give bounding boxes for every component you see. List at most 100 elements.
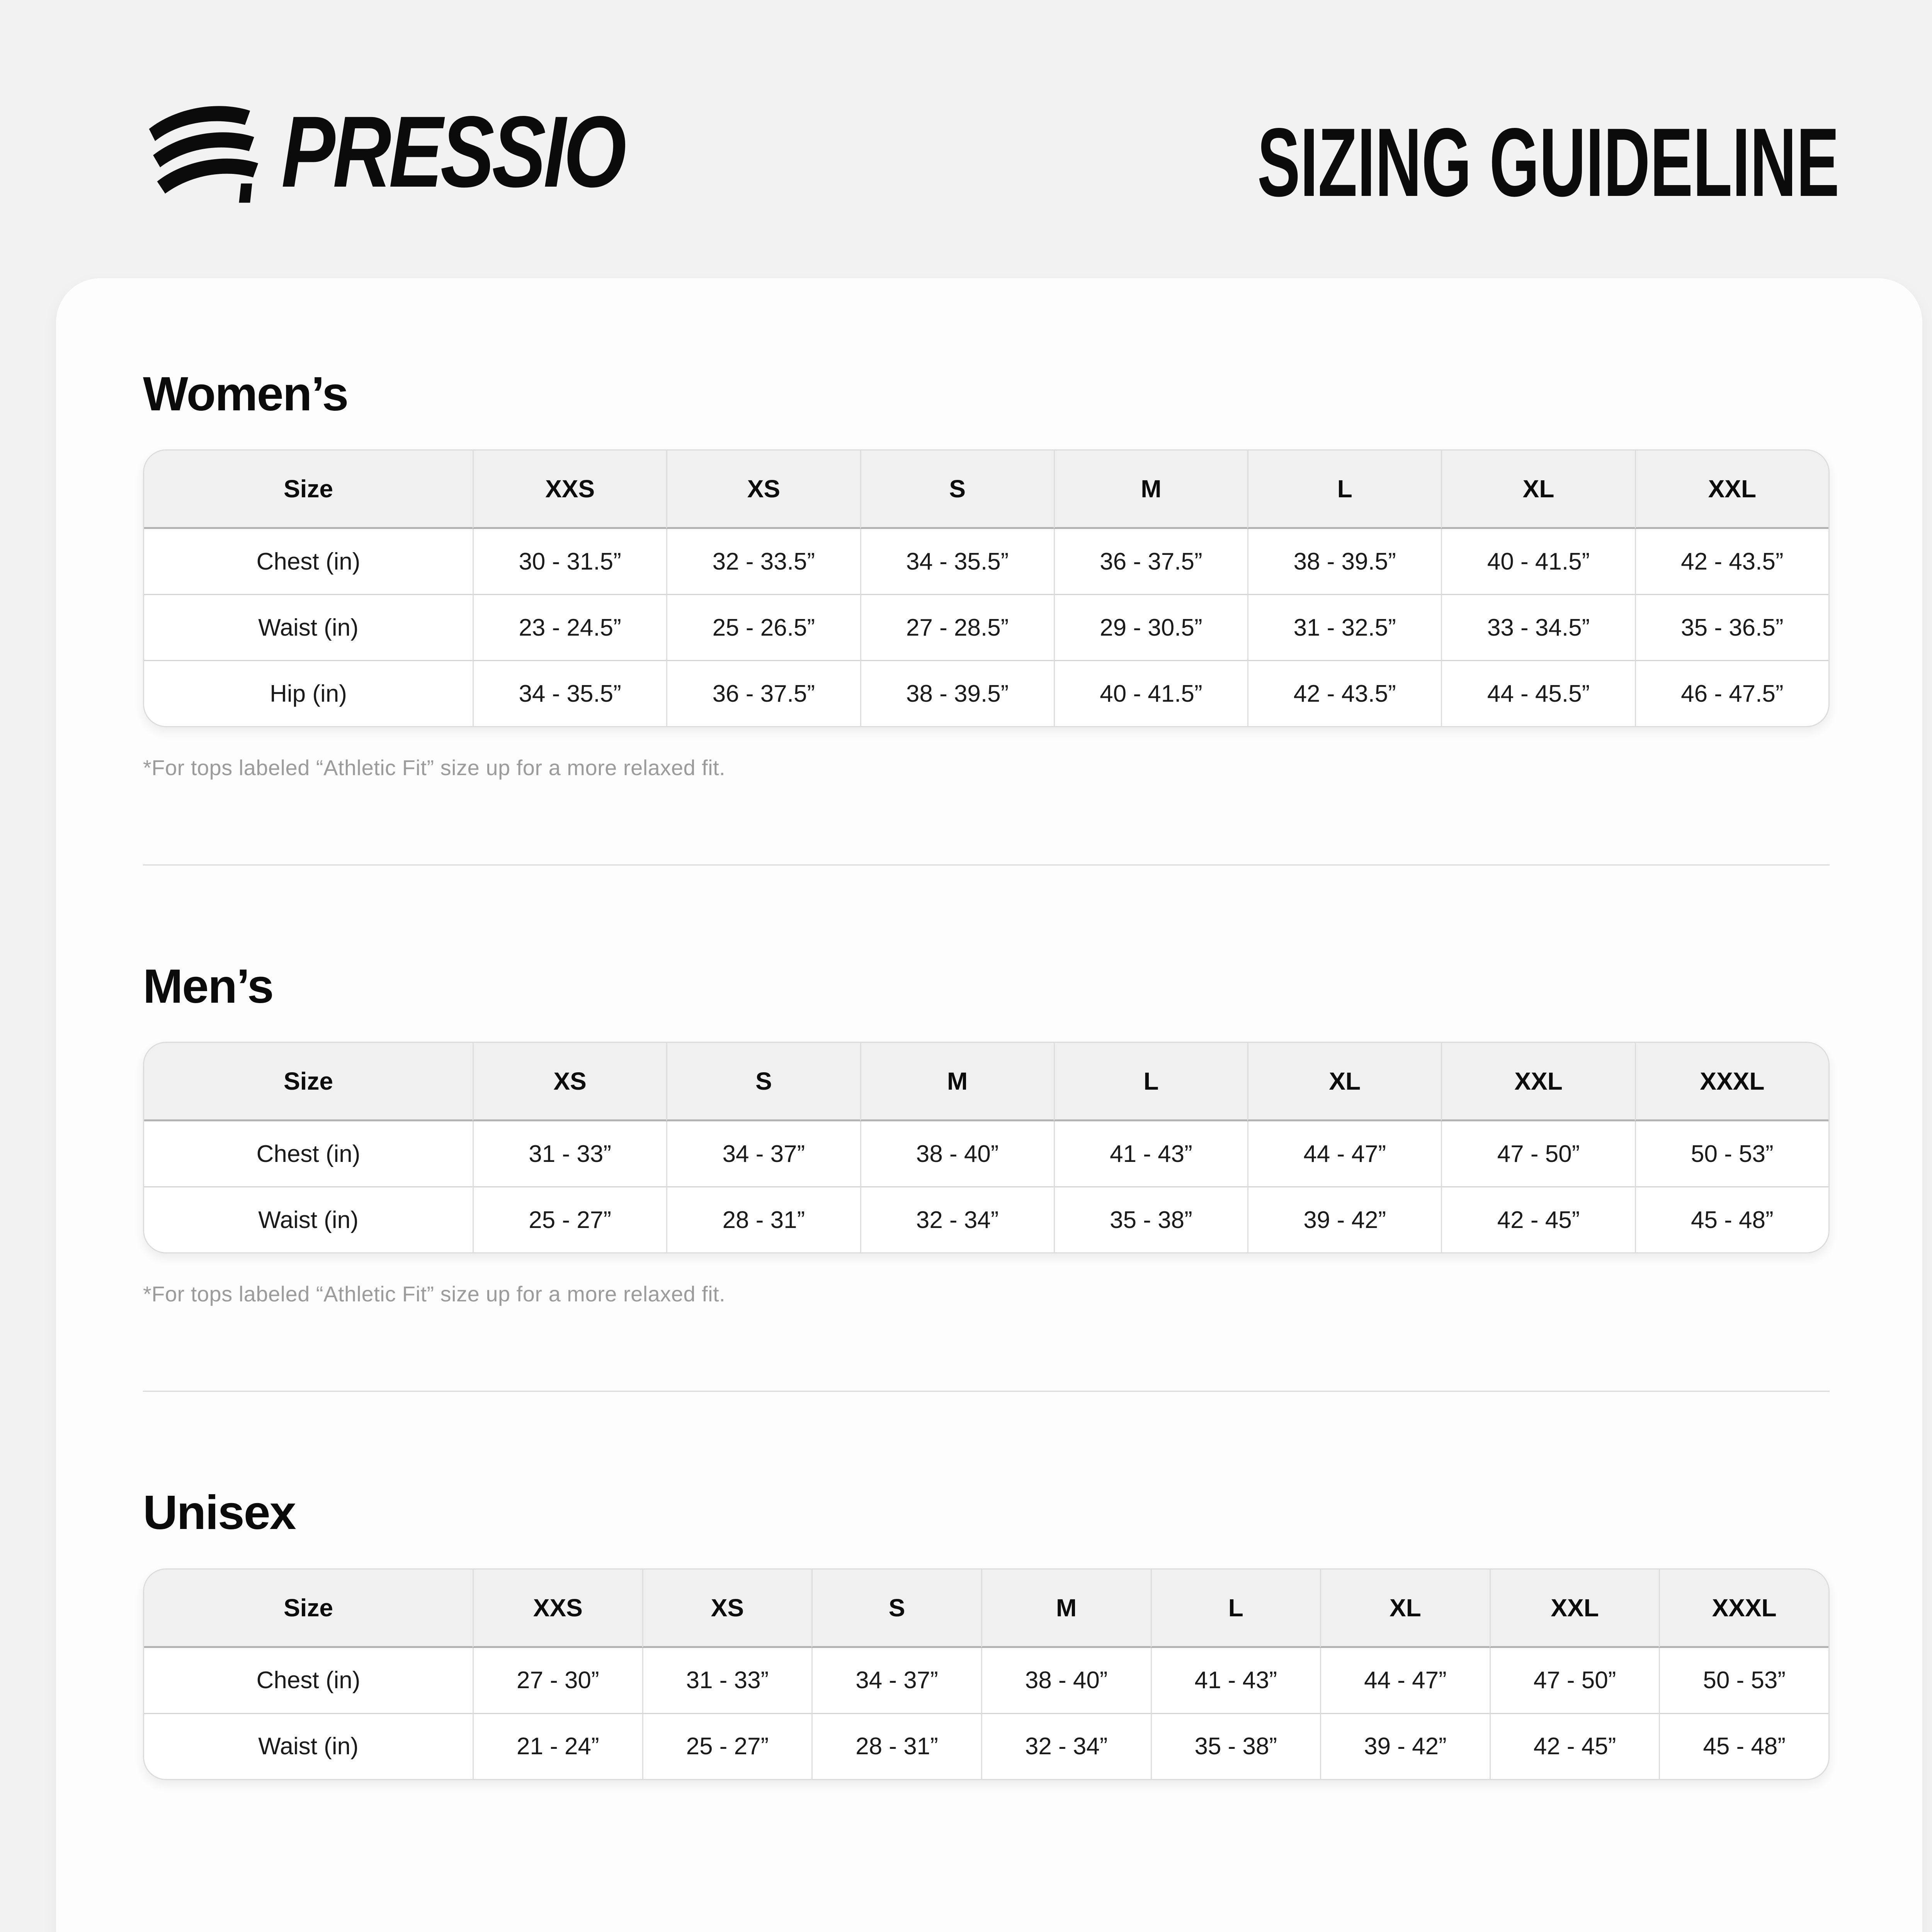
size-value: 47 - 50” [1489, 1648, 1659, 1713]
table-row: Hip (in) 34 - 35.5” 36 - 37.5” 38 - 39.5” 40… [144, 660, 1828, 726]
size-value: 41 - 43” [1150, 1648, 1320, 1713]
size-value: 32 - 33.5” [666, 529, 860, 594]
size-value: 34 - 37” [666, 1121, 860, 1187]
size-value: 27 - 28.5” [860, 594, 1054, 660]
header-row: Size XXS XS S M L XL XXL XXXL [144, 1569, 1828, 1648]
row-label: Waist (in) [144, 1713, 473, 1779]
column-header: S [811, 1569, 981, 1648]
size-value: 28 - 31” [811, 1713, 981, 1779]
column-header: XXS [473, 1569, 642, 1648]
column-header: S [666, 1043, 860, 1122]
size-value: 39 - 42” [1247, 1186, 1441, 1253]
section-mens: Men’s Size XS S M L XL XXL XXXL Chest (in) 31 - 33… [143, 961, 1830, 1306]
column-header: L [1053, 1043, 1248, 1122]
column-header: M [860, 1043, 1054, 1122]
size-value: 31 - 33” [473, 1121, 666, 1187]
column-header: XS [473, 1043, 667, 1122]
size-value: 46 - 47.5” [1634, 660, 1828, 726]
section-divider [143, 1391, 1830, 1392]
size-value: 32 - 34” [981, 1713, 1151, 1779]
size-value: 30 - 31.5” [473, 529, 666, 594]
page-header: PRESSIO SIZING GUIDELINE [0, 0, 1932, 214]
column-header: Size [144, 1043, 473, 1122]
pressio-logo-icon [149, 106, 259, 203]
header-row: Size XS S M L XL XXL XXXL [144, 1043, 1828, 1122]
table-row: Waist (in) 25 - 27” 28 - 31” 32 - 34” 35 - 3… [144, 1186, 1828, 1253]
column-header: XS [642, 1569, 812, 1648]
column-header: L [1150, 1569, 1320, 1648]
size-value: 35 - 36.5” [1634, 594, 1828, 660]
section-heading-unisex: Unisex [143, 1486, 296, 1540]
size-value: 42 - 43.5” [1634, 529, 1828, 594]
column-header: Size [144, 1569, 473, 1648]
size-value: 42 - 43.5” [1247, 660, 1441, 726]
size-value: 28 - 31” [666, 1186, 860, 1253]
size-value: 35 - 38” [1053, 1186, 1248, 1253]
size-value: 38 - 40” [860, 1121, 1054, 1187]
column-header: L [1247, 451, 1441, 529]
column-header: XXL [1489, 1569, 1659, 1648]
size-value: 31 - 33” [642, 1648, 812, 1713]
column-header: Size [144, 451, 473, 529]
size-value: 50 - 53” [1634, 1121, 1828, 1187]
table-row: Chest (in) 31 - 33” 34 - 37” 38 - 40” 41 - 4… [144, 1121, 1828, 1187]
size-value: 38 - 39.5” [1247, 529, 1441, 594]
section-unisex: Unisex Size XXS XS S M L XL XXL XXXL Chest (in) 27 … [143, 1488, 1830, 1780]
size-value: 33 - 34.5” [1441, 594, 1635, 660]
table-row: Waist (in) 23 - 24.5” 25 - 26.5” 27 - 28.5”… [144, 594, 1828, 660]
section-heading-mens: Men’s [143, 960, 274, 1014]
column-header: XL [1441, 451, 1635, 529]
page-title: SIZING GUIDELINE [1257, 108, 1839, 217]
size-value: 45 - 48” [1659, 1713, 1828, 1779]
size-value: 29 - 30.5” [1053, 594, 1248, 660]
size-value: 25 - 26.5” [666, 594, 860, 660]
header-row: Size XXS XS S M L XL XXL [144, 451, 1828, 529]
size-value: 44 - 47” [1320, 1648, 1490, 1713]
column-header: XXL [1634, 451, 1828, 529]
table-row: Waist (in) 21 - 24” 25 - 27” 28 - 31” 32 - 3… [144, 1713, 1828, 1779]
size-value: 34 - 35.5” [473, 660, 667, 726]
size-value: 38 - 40” [981, 1648, 1151, 1713]
row-label: Waist (in) [144, 1186, 473, 1252]
section-womens: Women’s Size XXS XS S M L XL XXL Chest (in) 30 - 3… [143, 369, 1830, 780]
section-divider [143, 864, 1830, 866]
column-header: M [981, 1569, 1151, 1648]
size-value: 23 - 24.5” [473, 594, 667, 660]
column-header: XXXL [1634, 1043, 1828, 1122]
table-row: Chest (in) 27 - 30” 31 - 33” 34 - 37” 38 - 4… [144, 1648, 1828, 1713]
size-value: 34 - 35.5” [860, 529, 1054, 594]
size-value: 39 - 42” [1320, 1713, 1490, 1779]
size-value: 50 - 53” [1659, 1648, 1828, 1713]
row-label: Chest (in) [256, 1667, 361, 1694]
row-label: Hip (in) [144, 660, 473, 726]
size-value: 21 - 24” [473, 1713, 642, 1779]
size-value: 36 - 37.5” [1053, 529, 1247, 594]
row-label: Chest (in) [256, 548, 361, 575]
pressio-wordmark: PRESSIO [281, 95, 626, 208]
size-value: 45 - 48” [1634, 1186, 1828, 1253]
column-header: XL [1247, 1043, 1441, 1122]
size-sections: Women’s Size XXS XS S M L XL XXL Chest (in) 30 - 3… [143, 369, 1830, 1780]
size-value: 32 - 34” [860, 1186, 1054, 1253]
column-header: XXS [473, 451, 667, 529]
pressio-logo: PRESSIO [143, 99, 710, 205]
fit-note: *For tops labeled “Athletic Fit” size up… [143, 1282, 726, 1306]
column-header: XXL [1441, 1043, 1635, 1122]
size-value: 44 - 45.5” [1441, 660, 1635, 726]
size-value: 44 - 47” [1247, 1121, 1441, 1187]
size-table-womens: Size XXS XS S M L XL XXL Chest (in) 30 - 31.5” 32 … [143, 449, 1830, 728]
size-value: 41 - 43” [1053, 1121, 1247, 1187]
column-header: XS [666, 451, 860, 529]
size-table-mens: Size XS S M L XL XXL XXXL Chest (in) 31 - 33” 34 -… [143, 1042, 1830, 1254]
size-value: 25 - 27” [473, 1186, 667, 1253]
size-value: 35 - 38” [1150, 1713, 1320, 1779]
sizing-card: Women’s Size XXS XS S M L XL XXL Chest (in) 30 - 3… [56, 278, 1922, 1932]
size-value: 40 - 41.5” [1053, 660, 1248, 726]
section-heading-womens: Women’s [143, 367, 349, 421]
size-value: 31 - 32.5” [1247, 594, 1441, 660]
size-value: 40 - 41.5” [1441, 529, 1634, 594]
size-table-unisex: Size XXS XS S M L XL XXL XXXL Chest (in) 27 - 30” 3… [143, 1568, 1830, 1780]
column-header: XL [1320, 1569, 1490, 1648]
fit-note: *For tops labeled “Athletic Fit” size up… [143, 755, 726, 780]
table-row: Chest (in) 30 - 31.5” 32 - 33.5” 34 - 35.5”… [144, 529, 1828, 594]
